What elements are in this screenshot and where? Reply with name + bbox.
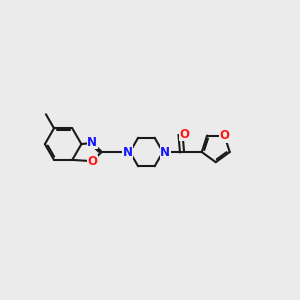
Text: O: O: [219, 129, 230, 142]
Text: O: O: [87, 155, 97, 168]
Text: N: N: [87, 136, 97, 149]
Text: N: N: [122, 146, 133, 158]
Text: O: O: [179, 128, 189, 141]
Text: N: N: [160, 146, 170, 158]
